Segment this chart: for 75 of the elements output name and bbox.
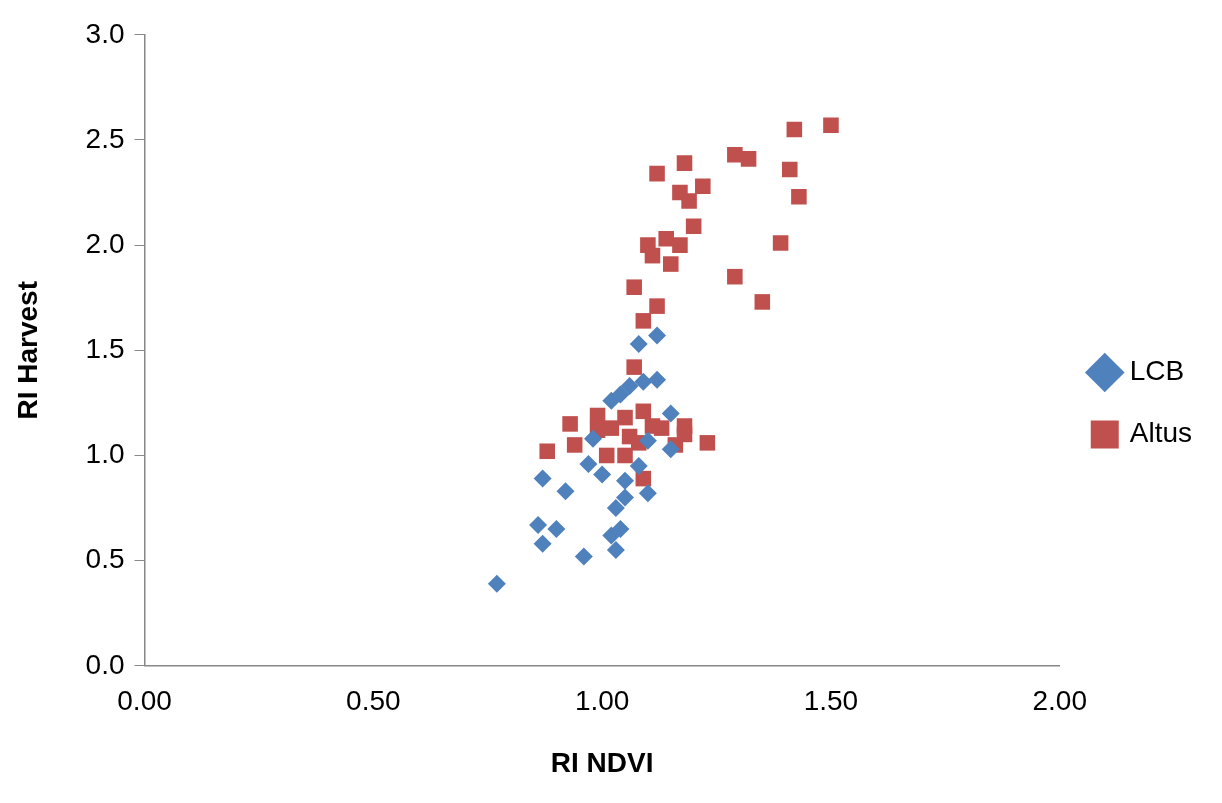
point <box>823 117 839 134</box>
y-tick-label: 0.5 <box>85 543 125 575</box>
point <box>727 146 743 163</box>
point <box>676 155 693 171</box>
point <box>681 193 697 209</box>
point <box>658 231 674 247</box>
point <box>672 237 688 253</box>
point <box>579 454 598 473</box>
x-tick-label: 0.00 <box>117 685 172 717</box>
point <box>617 409 633 426</box>
point <box>635 313 652 329</box>
y-tick-label: 1.5 <box>85 333 125 365</box>
point <box>533 534 552 553</box>
x-tick-label: 0.50 <box>346 685 401 717</box>
point <box>635 403 652 420</box>
x-tick-label: 2.00 <box>1032 685 1087 717</box>
y-tick-label: 2.0 <box>85 227 125 259</box>
point <box>634 372 653 391</box>
point <box>620 377 639 396</box>
x-tick-label: 1.50 <box>803 685 859 717</box>
point <box>629 456 648 475</box>
y-tick-label: 2.5 <box>85 122 125 154</box>
point <box>772 235 789 251</box>
point <box>781 161 798 178</box>
point <box>533 469 552 488</box>
point <box>562 416 578 432</box>
point <box>638 431 657 450</box>
point <box>602 526 621 545</box>
point <box>583 429 602 448</box>
point <box>629 334 648 353</box>
point <box>566 437 583 453</box>
point <box>574 547 593 566</box>
point <box>593 465 612 484</box>
y-tick-label: 0.0 <box>85 648 125 680</box>
point <box>606 499 625 518</box>
point <box>661 404 680 423</box>
point <box>653 420 670 436</box>
point <box>539 443 555 460</box>
point <box>529 515 548 534</box>
point <box>556 482 575 501</box>
point <box>547 520 566 539</box>
y-tick-label: 3.0 <box>85 17 125 49</box>
point <box>603 420 620 436</box>
point <box>699 435 716 451</box>
point <box>616 488 635 507</box>
x-axis-title: RI NDVI <box>550 746 654 778</box>
point <box>649 165 665 182</box>
point <box>740 151 757 167</box>
point <box>617 447 633 464</box>
point <box>661 440 680 459</box>
point <box>649 298 665 314</box>
point <box>685 218 702 234</box>
point <box>648 370 667 389</box>
point <box>727 268 743 285</box>
point <box>791 188 807 205</box>
point <box>644 247 661 264</box>
legend-label: LCB <box>1129 355 1185 387</box>
point <box>663 256 679 272</box>
point <box>598 447 615 464</box>
point <box>786 121 803 138</box>
point <box>606 541 625 560</box>
point <box>611 520 630 539</box>
y-tick-label: 1.0 <box>85 438 125 470</box>
y-axis-title: RI Harvest <box>11 281 43 420</box>
point <box>487 574 506 593</box>
point <box>754 294 771 310</box>
point <box>611 385 630 404</box>
x-tick-label: 1.00 <box>574 685 630 717</box>
point <box>638 484 657 503</box>
point <box>626 359 642 375</box>
point <box>648 326 667 345</box>
point <box>626 279 642 295</box>
legend-label: Altus <box>1129 417 1192 449</box>
point <box>695 178 711 195</box>
point <box>616 471 635 490</box>
